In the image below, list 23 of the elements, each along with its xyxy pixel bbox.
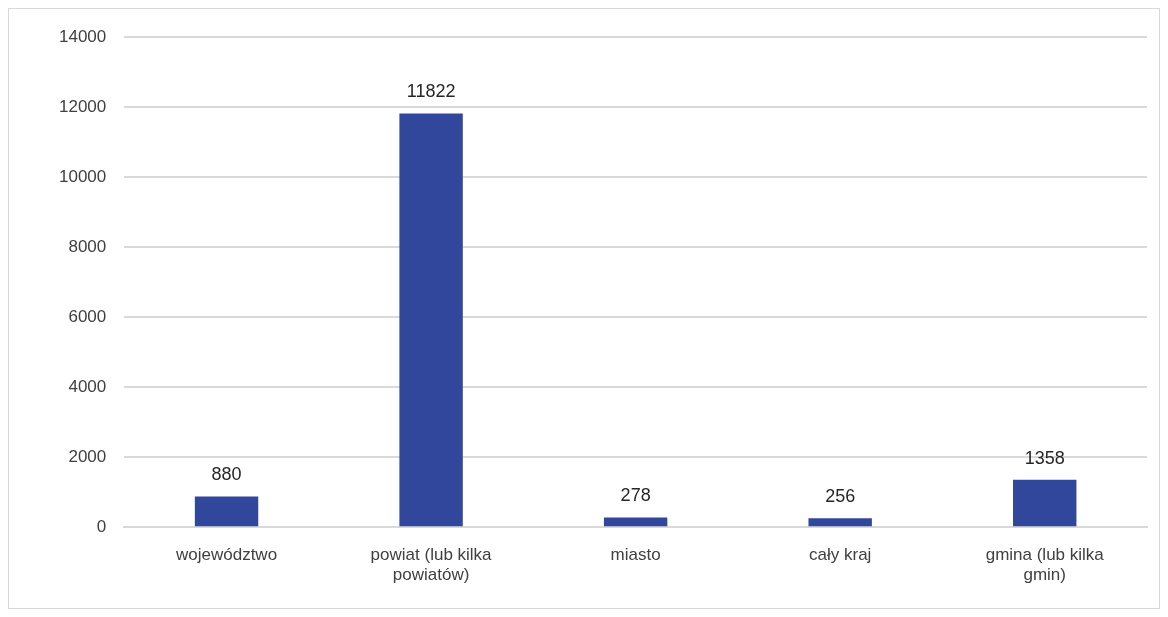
x-tick-label: gmina (lub kilka gmin) xyxy=(985,545,1105,585)
data-label: 1358 xyxy=(1024,447,1065,468)
x-tick-label: powiat (lub kilka powiatów) xyxy=(370,545,493,585)
data-label: 256 xyxy=(825,486,856,507)
x-tick-label: cały kraj xyxy=(809,545,872,565)
bar xyxy=(194,496,259,527)
data-label: 278 xyxy=(620,485,651,506)
y-tick-label: 6000 xyxy=(68,306,107,326)
bar xyxy=(808,518,872,527)
bar xyxy=(603,517,668,527)
y-tick-label: 10000 xyxy=(58,166,107,186)
data-label: 880 xyxy=(211,464,242,485)
y-tick-label: 2000 xyxy=(68,446,107,466)
data-label: 11822 xyxy=(406,81,456,102)
y-tick-label: 4000 xyxy=(68,376,107,396)
bar xyxy=(399,113,463,527)
x-tick-label: miasto xyxy=(610,545,661,565)
y-tick-label: 0 xyxy=(96,516,107,536)
bar xyxy=(1013,479,1077,527)
y-tick-label: 12000 xyxy=(58,96,107,116)
y-tick-label: 8000 xyxy=(68,236,107,256)
x-tick-label: województwo xyxy=(174,545,278,565)
y-tick-label: 14000 xyxy=(58,26,107,46)
